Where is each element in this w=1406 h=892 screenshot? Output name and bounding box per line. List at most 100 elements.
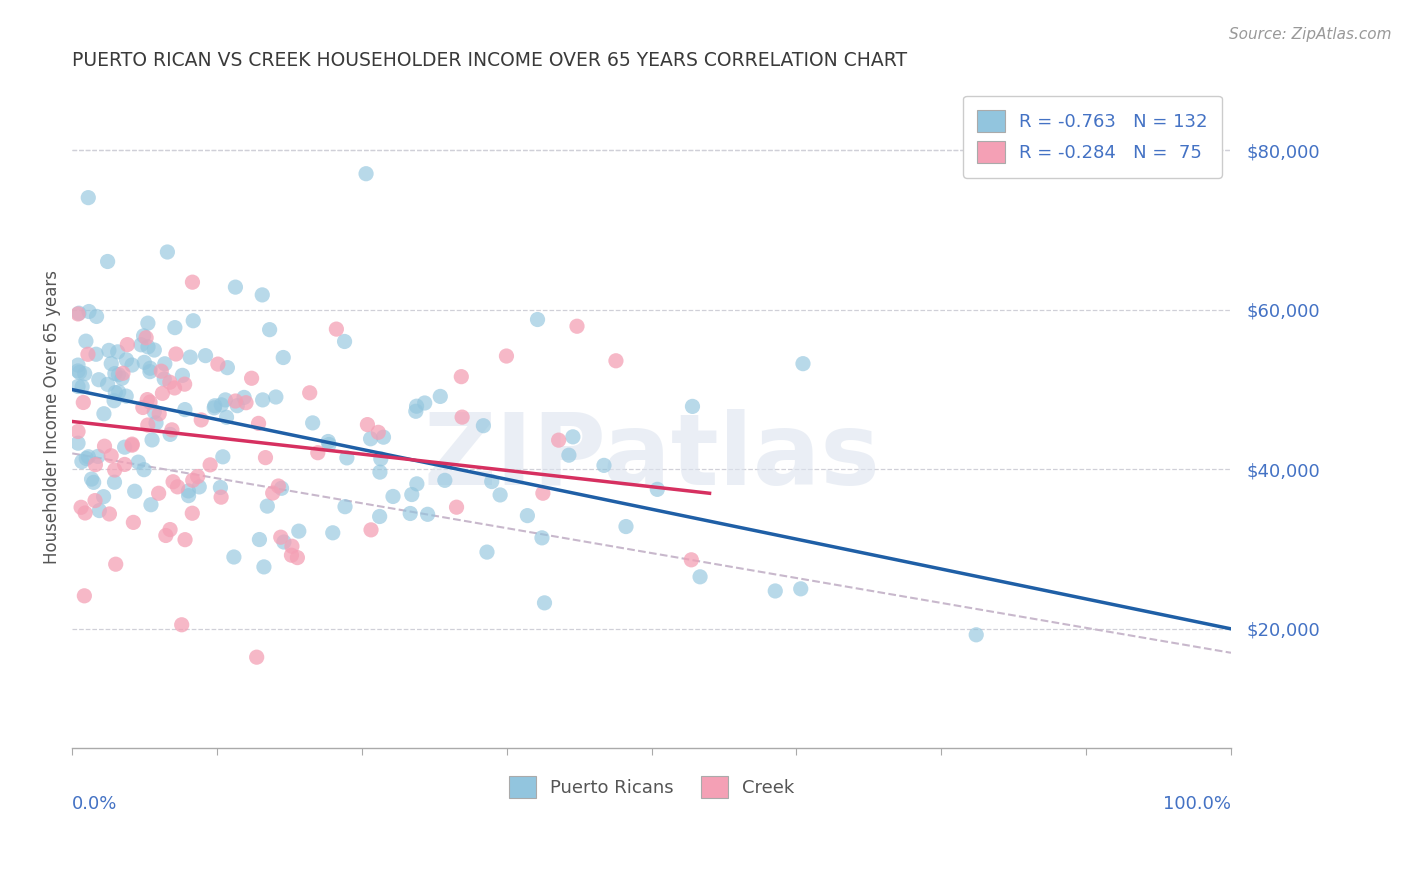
Point xyxy=(207,357,229,371)
Point xyxy=(187,469,209,483)
Point xyxy=(70,500,93,515)
Point xyxy=(115,352,138,367)
Point xyxy=(77,304,100,318)
Point xyxy=(100,449,122,463)
Point xyxy=(139,365,162,379)
Point xyxy=(614,519,637,533)
Point xyxy=(689,570,711,584)
Point xyxy=(516,508,538,523)
Point xyxy=(605,353,627,368)
Point xyxy=(526,312,548,326)
Point xyxy=(399,507,422,521)
Point xyxy=(681,553,703,567)
Point xyxy=(249,533,271,547)
Point xyxy=(153,372,176,386)
Point xyxy=(93,490,115,504)
Point xyxy=(226,399,249,413)
Point xyxy=(280,548,302,562)
Point xyxy=(111,366,134,380)
Point xyxy=(179,350,201,364)
Point xyxy=(103,475,125,490)
Point xyxy=(181,314,204,328)
Point xyxy=(136,392,159,407)
Point xyxy=(89,503,111,517)
Point xyxy=(66,307,89,321)
Point xyxy=(211,450,233,464)
Point xyxy=(172,368,194,383)
Point xyxy=(70,380,93,394)
Point xyxy=(129,338,152,352)
Point xyxy=(136,316,159,330)
Point xyxy=(233,391,256,405)
Point xyxy=(360,432,382,446)
Point xyxy=(69,366,91,380)
Point xyxy=(150,364,173,378)
Point xyxy=(155,528,177,542)
Point xyxy=(174,402,197,417)
Point xyxy=(132,401,155,415)
Point xyxy=(262,486,284,500)
Point xyxy=(451,410,474,425)
Point xyxy=(322,525,344,540)
Point xyxy=(86,310,108,324)
Point xyxy=(252,392,274,407)
Point xyxy=(104,463,127,477)
Point xyxy=(373,430,395,444)
Point xyxy=(66,379,89,393)
Point xyxy=(194,349,217,363)
Point xyxy=(170,617,193,632)
Point xyxy=(139,395,162,409)
Point xyxy=(174,533,197,547)
Point xyxy=(177,489,200,503)
Point xyxy=(281,539,304,553)
Point xyxy=(370,451,392,466)
Point xyxy=(173,377,195,392)
Point xyxy=(135,331,157,345)
Point xyxy=(66,436,89,450)
Point xyxy=(104,558,127,572)
Point xyxy=(202,401,225,415)
Point xyxy=(181,275,204,289)
Point xyxy=(558,448,581,462)
Point xyxy=(481,475,503,489)
Point xyxy=(264,390,287,404)
Point xyxy=(273,535,295,549)
Point xyxy=(93,439,115,453)
Point xyxy=(446,500,468,515)
Point xyxy=(111,371,134,385)
Point xyxy=(159,523,181,537)
Point xyxy=(405,404,427,418)
Point xyxy=(84,493,107,508)
Point xyxy=(472,418,495,433)
Point xyxy=(73,589,96,603)
Point xyxy=(121,358,143,372)
Point xyxy=(75,506,97,520)
Point xyxy=(148,486,170,500)
Point xyxy=(307,446,329,460)
Point xyxy=(259,323,281,337)
Point xyxy=(450,369,472,384)
Point xyxy=(97,377,120,392)
Point xyxy=(336,450,359,465)
Point xyxy=(318,437,340,451)
Point xyxy=(190,413,212,427)
Point xyxy=(87,450,110,464)
Text: ZIPatlas: ZIPatlas xyxy=(423,409,880,506)
Point xyxy=(84,458,107,472)
Point xyxy=(72,395,94,409)
Point xyxy=(122,516,145,530)
Point xyxy=(153,357,176,371)
Point xyxy=(792,357,814,371)
Point xyxy=(132,463,155,477)
Point xyxy=(73,367,96,381)
Point xyxy=(429,389,451,403)
Point xyxy=(93,407,115,421)
Point xyxy=(141,433,163,447)
Point xyxy=(217,360,239,375)
Point xyxy=(127,455,149,469)
Point xyxy=(66,364,89,378)
Point xyxy=(645,483,668,497)
Point xyxy=(107,344,129,359)
Point xyxy=(433,473,456,487)
Point xyxy=(70,454,93,468)
